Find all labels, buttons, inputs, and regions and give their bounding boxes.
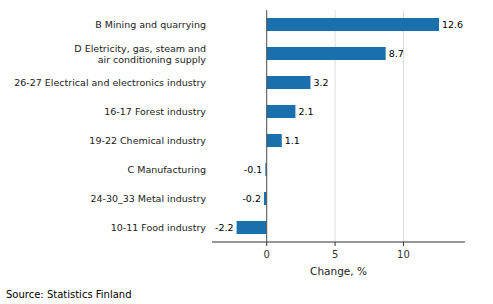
data-label: 12.6 (442, 19, 463, 30)
bar (267, 47, 386, 60)
tick-mark (403, 242, 404, 246)
data-label: 8.7 (389, 48, 404, 59)
zero-line (266, 10, 267, 242)
chart: 0 5 10 Change, % 10-11 Food industry 24-30_33… (0, 0, 493, 304)
bar (267, 134, 282, 147)
x-axis-label: Change, % (310, 265, 367, 277)
grid-line (266, 10, 267, 242)
category-label: B Mining and quarrying (95, 19, 206, 30)
category-label: 10-11 Food industry (111, 222, 207, 233)
data-label: -0.1 (244, 164, 263, 175)
bar (267, 18, 439, 31)
bar (237, 221, 267, 234)
category-label: 26-27 Electrical and electronics industr… (14, 77, 206, 88)
tick-mark (266, 242, 267, 246)
data-label: 1.1 (285, 135, 300, 146)
x-tick-label: 5 (332, 249, 338, 260)
bar (267, 105, 296, 118)
chart-container: 0 5 10 Change, % 10-11 Food industry 24-30_33… (0, 0, 493, 304)
x-axis-line (212, 242, 465, 243)
x-tick-label: 10 (397, 249, 410, 260)
category-label: 19-22 Chemical industry (89, 135, 206, 146)
category-label: 24-30_33 Metal industry (90, 193, 206, 204)
data-label: 3.2 (313, 77, 328, 88)
data-label: 2.1 (298, 106, 313, 117)
data-label: -0.2 (242, 193, 261, 204)
data-label: -2.2 (215, 222, 234, 233)
x-tick-label: 0 (264, 249, 270, 260)
tick-mark (335, 242, 336, 246)
category-label: D Eletricity, gas, steam andair conditio… (74, 43, 206, 65)
source-note: Source: Statistics Finland (6, 289, 132, 300)
bar (267, 76, 311, 89)
grid-line (403, 10, 404, 242)
category-label: C Manufacturing (128, 164, 206, 175)
grid-line (335, 10, 336, 242)
category-label: 16-17 Forest industry (104, 106, 206, 117)
